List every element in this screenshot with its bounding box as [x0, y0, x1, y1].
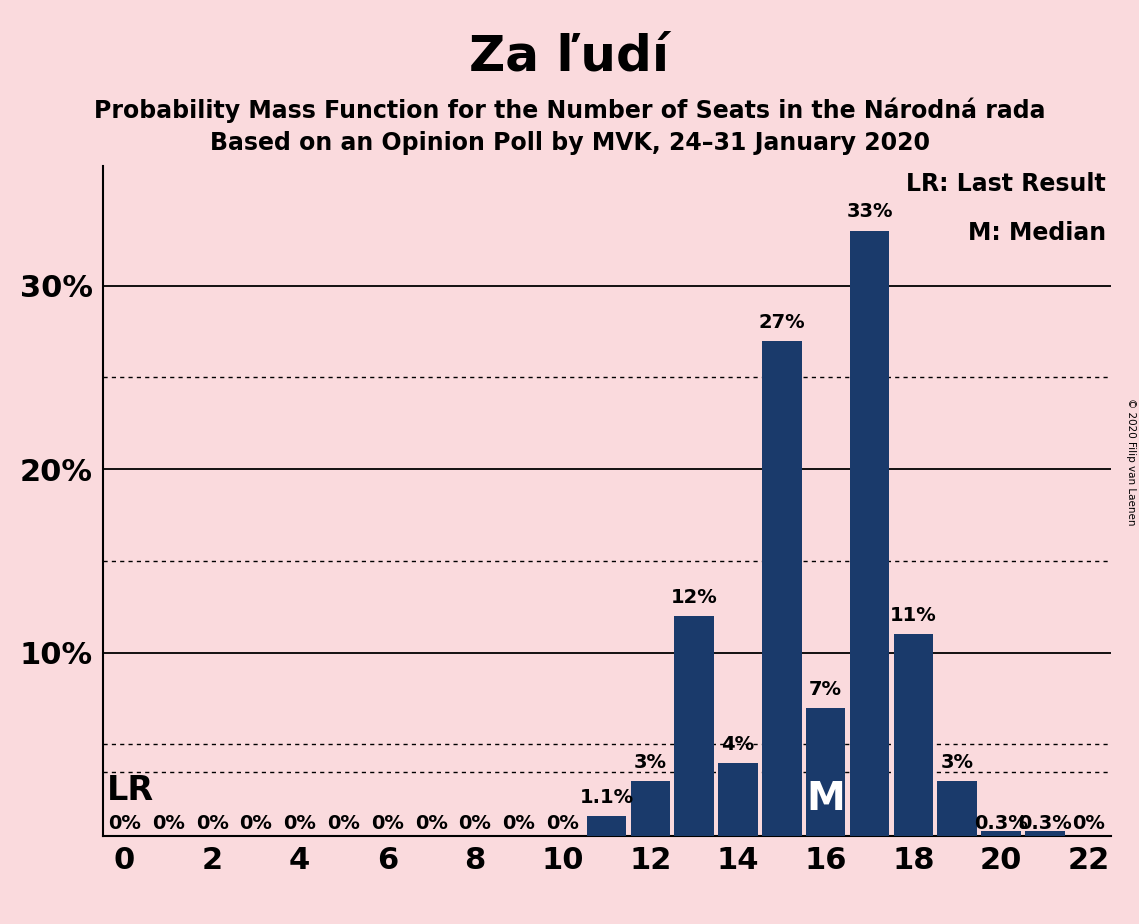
Bar [719, 763, 757, 836]
Bar [850, 231, 890, 836]
Text: 33%: 33% [846, 202, 893, 222]
Text: 12%: 12% [671, 588, 718, 607]
Text: 0%: 0% [327, 813, 360, 833]
Text: © 2020 Filip van Laenen: © 2020 Filip van Laenen [1126, 398, 1136, 526]
Text: 0%: 0% [502, 813, 535, 833]
Text: 3%: 3% [941, 753, 974, 772]
Bar [631, 781, 670, 836]
Text: M: Median: M: Median [968, 222, 1106, 246]
Text: 0%: 0% [547, 813, 579, 833]
Text: 0%: 0% [371, 813, 404, 833]
Bar [937, 781, 977, 836]
Text: 11%: 11% [890, 606, 936, 626]
Text: 0%: 0% [459, 813, 491, 833]
Text: Probability Mass Function for the Number of Seats in the Národná rada: Probability Mass Function for the Number… [93, 97, 1046, 123]
Text: 4%: 4% [721, 735, 754, 754]
Bar [762, 341, 802, 836]
Text: 0%: 0% [108, 813, 141, 833]
Bar [1025, 831, 1065, 836]
Text: 27%: 27% [759, 312, 805, 332]
Text: Za ľudí: Za ľudí [469, 32, 670, 80]
Text: M: M [806, 780, 845, 818]
Bar [587, 816, 626, 836]
Text: LR: Last Result: LR: Last Result [907, 172, 1106, 196]
Bar [806, 708, 845, 836]
Text: 0%: 0% [415, 813, 448, 833]
Text: 3%: 3% [633, 753, 666, 772]
Text: 0%: 0% [239, 813, 272, 833]
Text: Based on an Opinion Poll by MVK, 24–31 January 2020: Based on an Opinion Poll by MVK, 24–31 J… [210, 131, 929, 155]
Text: 0%: 0% [196, 813, 229, 833]
Bar [981, 831, 1021, 836]
Text: 0%: 0% [284, 813, 317, 833]
Text: 1.1%: 1.1% [580, 788, 633, 807]
Text: 7%: 7% [809, 679, 842, 699]
Bar [674, 616, 714, 836]
Text: 0%: 0% [151, 813, 185, 833]
Text: LR: LR [107, 773, 154, 807]
Text: 0.3%: 0.3% [1018, 813, 1072, 833]
Text: 0.3%: 0.3% [974, 813, 1027, 833]
Bar [894, 635, 933, 836]
Text: 0%: 0% [1072, 813, 1105, 833]
